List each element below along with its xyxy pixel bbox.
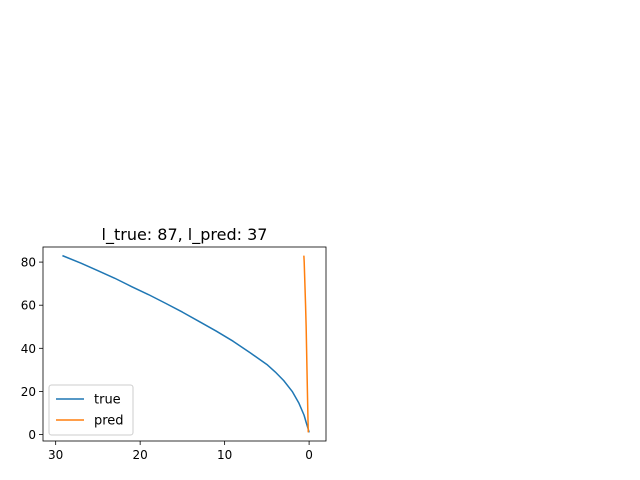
y-tick-label: 0 bbox=[28, 428, 36, 442]
y-axis: 0 20 40 60 80 bbox=[21, 256, 43, 442]
chart-title: l_true: 87, l_pred: 37 bbox=[102, 225, 268, 245]
axes-frame bbox=[42, 246, 327, 442]
series-line-pred bbox=[303, 255, 310, 433]
y-tick-label: 40 bbox=[21, 342, 36, 356]
series-line-true bbox=[62, 254, 310, 433]
x-axis: 30 20 10 0 bbox=[48, 441, 313, 462]
y-tick-label: 60 bbox=[21, 299, 36, 313]
legend-box bbox=[48, 384, 134, 436]
y-tick-label: 20 bbox=[21, 385, 36, 399]
plot-area bbox=[42, 246, 327, 442]
y-tick-label: 80 bbox=[21, 256, 36, 270]
legend-label-pred: pred bbox=[94, 414, 124, 429]
legend: true pred bbox=[48, 384, 134, 436]
legend-label-true: true bbox=[94, 393, 121, 408]
x-tick-label: 20 bbox=[133, 448, 148, 462]
x-tick-label: 0 bbox=[305, 448, 313, 462]
x-tick-label: 10 bbox=[217, 448, 232, 462]
x-tick-label: 30 bbox=[48, 448, 63, 462]
